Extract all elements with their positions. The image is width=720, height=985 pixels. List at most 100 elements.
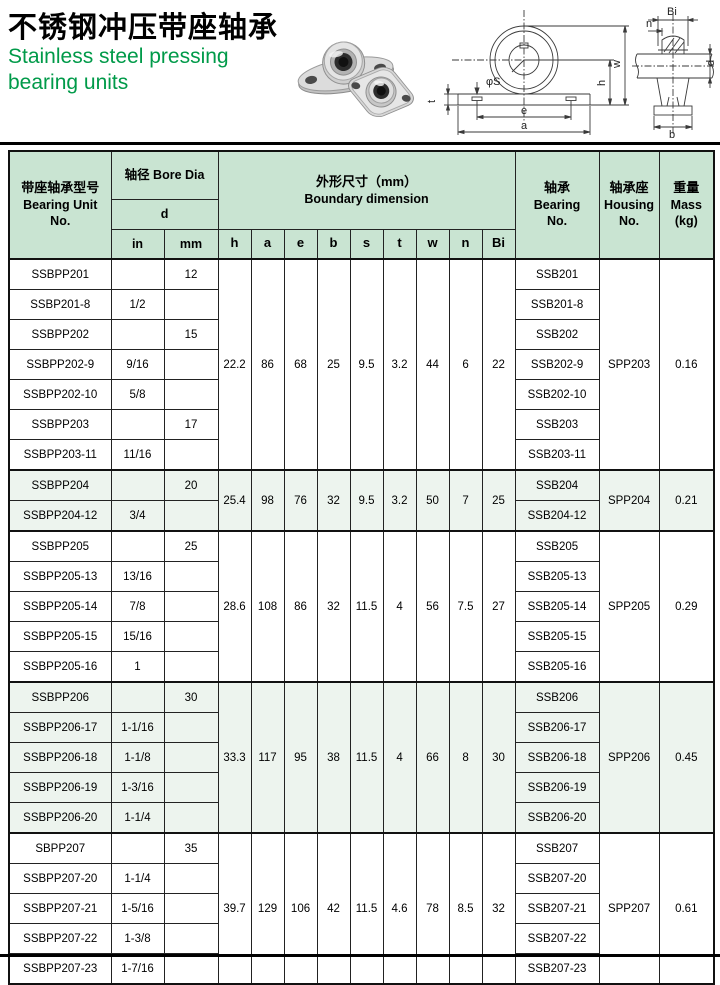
dim-e-cell: 76	[283, 469, 318, 532]
mass-cell: 0.21	[658, 469, 715, 532]
bore-in-cell: 13/16	[110, 561, 165, 592]
bore-mm-cell: 20	[163, 469, 219, 501]
bearing-no-cell: SSB201	[514, 258, 600, 290]
dim-label-bi: Bi	[667, 6, 677, 18]
bearing-spec-table: 带座轴承型号 Bearing Unit No. 轴径 Bore Dia 外形尺寸…	[8, 150, 716, 985]
housing-en1: Housing	[604, 198, 655, 213]
bore-mm-cell	[163, 349, 219, 380]
dim-bi-cell: 30	[481, 681, 516, 834]
unit-no-cell: SSBPP206-19	[8, 772, 112, 803]
bore-mm-cell	[163, 439, 219, 471]
bearing-photo-illustration	[297, 41, 414, 118]
bearing-zh: 轴承	[544, 180, 571, 196]
bearing-no-cell: SSB204-12	[514, 500, 600, 532]
bore-mm-cell: 17	[163, 409, 219, 440]
dim-w-cell: 44	[415, 258, 450, 471]
bearing-no-cell: SSB201-8	[514, 289, 600, 320]
dim-t-cell: 3.2	[382, 469, 417, 532]
unit-no-cell: SSBPP206	[8, 681, 112, 713]
bore-in-cell: 1-3/16	[110, 772, 165, 803]
unit-no-cell: SSBPP202-9	[8, 349, 112, 380]
table-row: SSBPP207-22 1-3/8 SSB207-22	[8, 923, 714, 954]
dim-label-s: φS	[486, 76, 500, 88]
table-body: SSBPP201 12 22.2 86 68 25 9.5 3.2 44 6 22 SSB201 SPP…	[8, 258, 715, 985]
col-header-bi: Bi	[481, 228, 516, 260]
dim-h-cell: 33.3	[217, 681, 252, 834]
bearing-no-cell: SSB207	[514, 832, 600, 864]
col-header-b: b	[316, 228, 351, 260]
dim-n-cell: 7	[448, 469, 483, 532]
dim-t-cell: 3.2	[382, 258, 417, 471]
col-header-housing-no: 轴承座 Housing No.	[598, 150, 660, 260]
col-header-boundary: 外形尺寸（mm） Boundary dimension	[217, 150, 516, 230]
unit-no-zh: 带座轴承型号	[21, 180, 100, 196]
mass-en2: (kg)	[674, 214, 698, 229]
col-header-h: h	[217, 228, 252, 260]
dim-t-cell: 4	[382, 530, 417, 683]
bearing-no-cell: SSB206-18	[514, 742, 600, 773]
boundary-en: Boundary dimension	[304, 191, 429, 206]
bearing-en2: No.	[546, 214, 568, 229]
page-title-en: Stainless steel pressing bearing units	[8, 45, 229, 94]
bore-in-cell: 1-1/8	[110, 742, 165, 773]
unit-no-cell: SSBPP204-12	[8, 500, 112, 532]
dim-b-cell: 25	[316, 258, 351, 471]
unit-no-cell: SSBPP206-18	[8, 742, 112, 773]
bore-mm-cell	[163, 893, 219, 924]
unit-no-cell: SSBPP202	[8, 319, 112, 350]
unit-no-cell: SSBP201-8	[8, 289, 112, 320]
technical-drawing: φS t e a h w Bi n d b	[424, 2, 718, 141]
dim-bi-cell: 32	[481, 832, 516, 985]
dim-w-cell: 50	[415, 469, 450, 532]
table-header: 带座轴承型号 Bearing Unit No. 轴径 Bore Dia 外形尺寸…	[8, 150, 715, 260]
bearing-no-cell: SSB206-20	[514, 802, 600, 834]
col-header-mm: mm	[163, 228, 219, 260]
dim-a-cell: 129	[250, 832, 285, 985]
col-header-bearing-no: 轴承 Bearing No.	[514, 150, 600, 260]
bore-in-cell: 7/8	[110, 591, 165, 622]
table-row: SSBPP206-17 1-1/16 SSB206-17	[8, 712, 714, 743]
dim-s-cell: 11.5	[349, 681, 384, 834]
unit-no-cell: SSBPP201	[8, 258, 112, 290]
dim-e-cell: 68	[283, 258, 318, 471]
dim-label-a: a	[521, 120, 528, 132]
bearing-no-cell: SSB204	[514, 469, 600, 501]
dim-w-cell: 66	[415, 681, 450, 834]
dim-w-cell: 78	[415, 832, 450, 985]
bore-in-cell	[110, 409, 165, 440]
mass-cell: 0.61	[658, 832, 715, 985]
dim-a-cell: 117	[250, 681, 285, 834]
bore-mm-cell	[163, 621, 219, 652]
page-title-zh: 不锈钢冲压带座轴承	[8, 12, 279, 44]
unit-no-cell: SSBPP207-20	[8, 863, 112, 894]
table-row: SSBPP201 12 22.2 86 68 25 9.5 3.2 44 6 22 SSB201 SPP…	[8, 258, 715, 471]
table-row: SSBPP205-13 13/16 SSB205-13	[8, 561, 714, 592]
bore-in-cell: 3/4	[110, 500, 165, 532]
bore-in-cell: 1-1/4	[110, 802, 165, 834]
bore-in-cell	[110, 469, 165, 501]
unit-no-cell: SSBPP205-15	[8, 621, 112, 652]
bore-in-cell	[110, 319, 165, 350]
bore-mm-cell	[163, 742, 219, 773]
table-row: SSBPP206 30 33.3 117 95 38 11.5 4 66 8 30 SSB206 SPP…	[8, 681, 715, 834]
dim-bi-cell: 27	[481, 530, 516, 683]
dim-s-cell: 9.5	[349, 469, 384, 532]
dim-b-cell: 32	[316, 530, 351, 683]
table-row: SSBPP206-18 1-1/8 SSB206-18	[8, 742, 714, 773]
dim-t-cell: 4	[382, 681, 417, 834]
table-row: SSBPP203 17 SSB203	[8, 409, 714, 440]
bearing-no-cell: SSB207-22	[514, 923, 600, 954]
unit-no-cell: SSBPP207-22	[8, 923, 112, 954]
bore-mm-cell	[163, 651, 219, 683]
bore-mm-cell	[163, 591, 219, 622]
dim-label-n: n	[646, 18, 652, 30]
table-row: SSBPP202-9 9/16 SSB202-9	[8, 349, 714, 380]
bearing-no-cell: SSB202-10	[514, 379, 600, 410]
dim-label-e: e	[521, 105, 527, 117]
dim-n-cell: 6	[448, 258, 483, 471]
unit-no-cell: SSBPP205	[8, 530, 112, 562]
bore-dia-label: 轴径 Bore Dia	[124, 168, 205, 183]
boundary-zh: 外形尺寸（mm）	[315, 173, 418, 189]
housing-no-cell: SPP205	[598, 530, 660, 683]
dim-label-t: t	[426, 100, 438, 103]
